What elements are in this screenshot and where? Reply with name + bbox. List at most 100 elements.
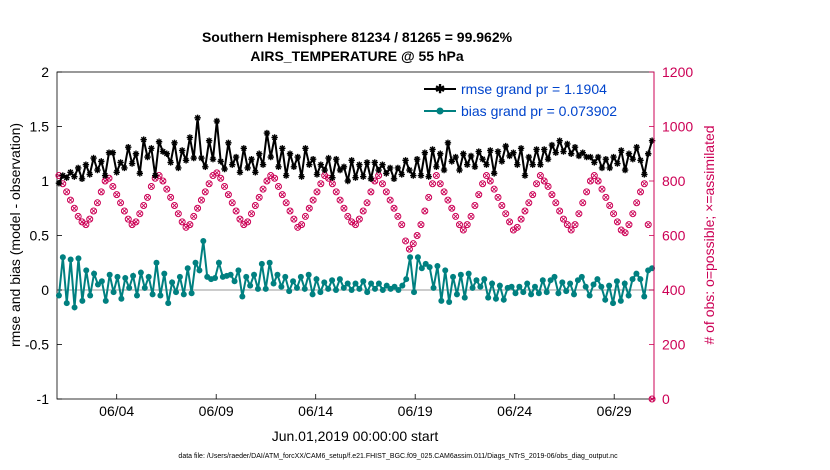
obs-possible-point <box>290 215 298 223</box>
rmse-point <box>356 161 363 168</box>
obs-assimilated-point <box>318 181 324 187</box>
obs-assimilated-point <box>372 178 378 184</box>
bias-point <box>438 297 445 304</box>
obs-possible-point <box>482 172 490 180</box>
bias-point <box>239 293 246 300</box>
obs-possible-point <box>563 221 571 229</box>
rmse-point <box>410 172 417 179</box>
rmse-point <box>136 170 144 177</box>
obs-assimilated-point <box>137 211 143 217</box>
obs-possible-point <box>313 188 321 196</box>
bias-point <box>71 304 78 311</box>
rmse-point <box>178 147 186 154</box>
obs-possible-point <box>232 207 240 215</box>
obs-assimilated-point <box>503 211 509 217</box>
rmse-point <box>375 166 382 174</box>
obs-possible-point <box>271 174 279 182</box>
bias-point <box>582 283 589 290</box>
obs-possible-point <box>506 218 514 226</box>
obs-possible-point <box>452 212 460 220</box>
obs-assimilated-point <box>202 189 208 195</box>
obs-assimilated-point <box>229 200 235 206</box>
left-y-tick-label: 2 <box>41 64 49 80</box>
rmse-point <box>298 173 305 180</box>
bias-point <box>551 273 558 280</box>
bias-point <box>473 277 480 284</box>
rmse-point <box>575 152 583 160</box>
rmse-point <box>591 159 598 166</box>
rmse-point <box>171 139 178 147</box>
rmse-point <box>402 157 409 164</box>
obs-assimilated-point <box>179 219 185 225</box>
obs-possible-point <box>525 199 533 207</box>
obs-assimilated-point <box>75 214 81 219</box>
bias-point <box>368 280 375 287</box>
obs-possible-point <box>74 212 82 220</box>
obs-assimilated-point <box>538 173 543 178</box>
rmse-point <box>352 174 359 181</box>
bias-point <box>430 284 437 291</box>
rmse-point <box>502 142 509 150</box>
obs-assimilated-point <box>491 186 497 192</box>
obs-assimilated-point <box>145 195 150 200</box>
obs-possible-point <box>317 180 325 188</box>
obs-possible-point <box>594 177 602 185</box>
obs-assimilated-point <box>530 192 535 197</box>
bias-point <box>567 280 574 287</box>
obs-possible-point <box>70 204 78 212</box>
obs-assimilated-point <box>160 178 166 184</box>
bias-point <box>173 289 180 296</box>
bias-point <box>180 291 187 298</box>
obs-assimilated-point <box>407 246 412 252</box>
x-tick-label: 06/09 <box>199 403 234 419</box>
obs-possible-point <box>117 199 125 207</box>
rmse-point <box>390 175 398 183</box>
rmse-point <box>417 172 425 179</box>
bias-point <box>344 280 351 287</box>
bias-point <box>110 289 117 296</box>
bias-point <box>145 273 152 280</box>
obs-assimilated-point <box>418 222 424 227</box>
bias-point <box>290 278 297 285</box>
bias-point <box>453 291 460 298</box>
rmse-point <box>641 171 648 178</box>
observation-count-series <box>55 169 656 403</box>
obs-assimilated-point <box>464 222 470 227</box>
bias-point <box>321 279 328 286</box>
obs-possible-point <box>640 180 648 188</box>
bias-point <box>161 270 168 277</box>
obs-assimilated-point <box>218 175 224 181</box>
obs-assimilated-point <box>249 211 254 217</box>
right-y-tick-label: 1000 <box>662 119 693 135</box>
obs-possible-point <box>455 221 463 229</box>
obs-assimilated-point <box>518 216 524 222</box>
obs-assimilated-point <box>214 170 220 176</box>
obs-possible-point <box>336 196 344 204</box>
rmse-point <box>637 157 644 164</box>
obs-possible-point <box>490 185 498 193</box>
rmse-point <box>525 153 533 161</box>
obs-assimilated-point <box>622 230 628 236</box>
obs-assimilated-point <box>360 208 366 214</box>
obs-assimilated-point <box>441 189 447 195</box>
rmse-point <box>225 139 232 147</box>
rmse-point <box>55 179 63 187</box>
bias-point <box>165 300 172 307</box>
bias-point <box>286 288 293 295</box>
rmse-point <box>282 172 290 179</box>
rmse-point <box>90 154 97 162</box>
obs-possible-point <box>359 207 367 215</box>
obs-possible-point <box>540 177 548 185</box>
rmse-point <box>148 145 155 152</box>
obs-possible-point <box>113 191 121 199</box>
bias-point <box>625 292 632 299</box>
rmse-point <box>325 154 332 162</box>
obs-assimilated-point <box>434 173 439 178</box>
obs-possible-point <box>352 221 359 229</box>
bias-point <box>336 276 343 283</box>
obs-possible-point <box>301 212 309 220</box>
rmse-point <box>645 150 652 157</box>
bias-point <box>379 287 386 293</box>
bias-point <box>192 259 199 266</box>
bias-point <box>426 264 433 271</box>
